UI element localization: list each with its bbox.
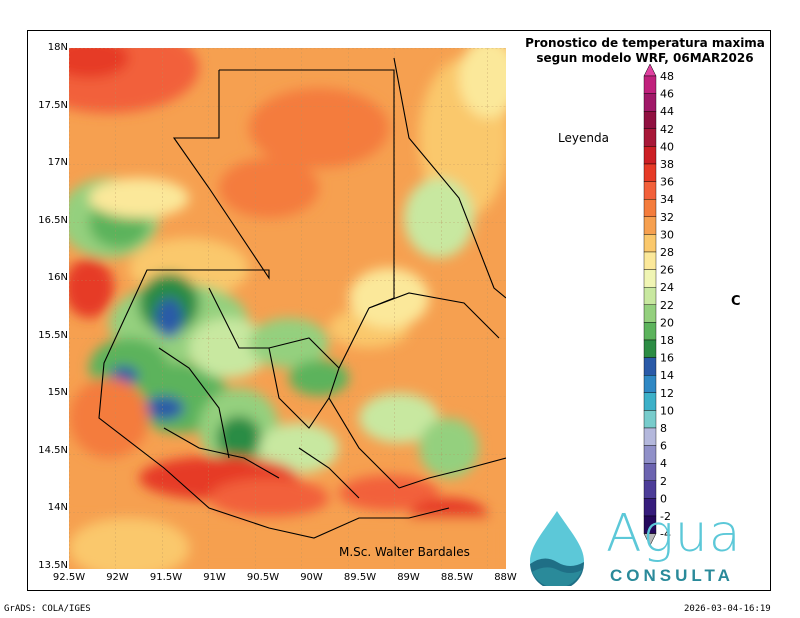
lat-tick-label: 13.5N (38, 559, 68, 571)
country-borders (98, 57, 506, 539)
colorbar-swatch (643, 181, 657, 200)
colorbar-swatch (643, 251, 657, 270)
colorbar-tick-label: 16 (660, 352, 674, 365)
lon-tick-label: 91.5W (149, 572, 183, 583)
colorbar-tick-label: 18 (660, 334, 674, 347)
plot-frame (27, 30, 771, 591)
colorbar-swatch (643, 322, 657, 341)
colorbar-tick-label: -4 (660, 528, 671, 541)
legend-unit: C (731, 294, 741, 309)
colorbar-swatch (643, 93, 657, 112)
colorbar-tick-label: 10 (660, 404, 674, 417)
colorbar-tick-label: 48 (660, 70, 674, 83)
colorbar-swatch (643, 269, 657, 288)
colorbar-swatch (643, 463, 657, 482)
lon-tick-label: 90.5W (246, 572, 280, 583)
colorbar-swatch (643, 146, 657, 165)
colorbar-tick-label: 38 (660, 158, 674, 171)
colorbar-tick-label: 44 (660, 105, 674, 118)
color-bar: 4846444240383634323028262422201816141210… (643, 63, 674, 547)
logo-subtitle: CONSULTA (610, 566, 734, 585)
lon-tick-label: 92W (106, 572, 129, 583)
colorbar-tick-label: 28 (660, 246, 674, 259)
lon-tick-label: 88.5W (440, 572, 474, 583)
lat-tick-label: 16N (47, 272, 68, 283)
colorbar-swatch (643, 128, 657, 147)
colorbar-tick-label: 36 (660, 176, 674, 189)
colorbar-tick-label: 4 (660, 457, 667, 470)
colorbar-tick-label: 46 (660, 88, 674, 101)
colorbar-swatch (643, 339, 657, 358)
colorbar-swatch (643, 304, 657, 323)
colorbar-swatch (643, 75, 657, 94)
lat-tick-label: 15N (47, 387, 68, 398)
colorbar-tick-label: 0 (660, 492, 667, 505)
lon-tick-label: 89W (397, 572, 420, 583)
colorbar-swatch (643, 216, 657, 235)
lon-tick-label: 88W (494, 572, 517, 583)
colorbar-tick-label: 8 (660, 422, 667, 435)
lon-tick-label: 90W (300, 572, 323, 583)
colorbar-swatch (643, 480, 657, 499)
colorbar-tick-label: 2 (660, 475, 667, 488)
colorbar-tick-label: 12 (660, 387, 674, 400)
lat-tick-label: 15.5N (38, 329, 68, 341)
colorbar-tick-label: 20 (660, 316, 674, 329)
colorbar-swatch (643, 198, 657, 217)
colorbar-tick-label: 34 (660, 193, 674, 206)
colorbar-tick-label: 22 (660, 299, 674, 312)
lon-tick-label: 89.5W (343, 572, 377, 583)
colorbar-tick-label: 24 (660, 281, 674, 294)
title-line-2: segun modelo WRF, 06MAR2026 (536, 51, 754, 65)
colorbar-swatch (643, 392, 657, 411)
lat-tick-label: 14.5N (38, 444, 68, 456)
lat-tick-label: 14N (47, 502, 68, 513)
lat-tick-label: 17.5N (38, 99, 68, 111)
colorbar-bottom-arrow (643, 533, 657, 547)
author-credit: M.Sc. Walter Bardales (339, 545, 470, 559)
colorbar-swatch (643, 410, 657, 429)
colorbar-swatch (643, 111, 657, 130)
colorbar-swatch (643, 163, 657, 182)
lat-tick-label: 17N (47, 157, 68, 168)
agua-consulta-logo (530, 511, 585, 586)
colorbar-tick-label: 32 (660, 211, 674, 224)
temperature-map (69, 48, 506, 569)
colorbar-tick-label: 26 (660, 264, 674, 277)
colorbar-tick-label: 6 (660, 440, 667, 453)
colorbar-swatch (643, 427, 657, 446)
lon-tick-label: 91W (203, 572, 226, 583)
colorbar-swatch (643, 286, 657, 305)
lon-tick-label: 92.5W (52, 572, 86, 583)
logo-word: Agua (606, 504, 742, 564)
colorbar-swatch (643, 375, 657, 394)
colorbar-tick-label: 14 (660, 369, 674, 382)
colorbar-tick-label: -2 (660, 510, 671, 523)
colorbar-tick-label: 42 (660, 123, 674, 136)
footer-software: GrADS: COLA/IGES (4, 604, 91, 614)
lat-tick-label: 16.5N (38, 214, 68, 226)
footer-timestamp: 2026-03-04-16:19 (684, 604, 771, 614)
colorbar-swatch (643, 234, 657, 253)
title-line-1: Pronostico de temperatura maxima (525, 36, 765, 50)
colorbar-swatch (643, 445, 657, 464)
colorbar-tick-label: 40 (660, 140, 674, 153)
colorbar-swatch (643, 357, 657, 376)
colorbar-tick-label: 30 (660, 228, 674, 241)
colorbar-top-arrow (643, 63, 657, 77)
lat-tick-label: 18N (47, 42, 68, 53)
legend-label: Leyenda (558, 131, 609, 145)
chart-title: Pronostico de temperatura maxima segun m… (512, 36, 778, 66)
